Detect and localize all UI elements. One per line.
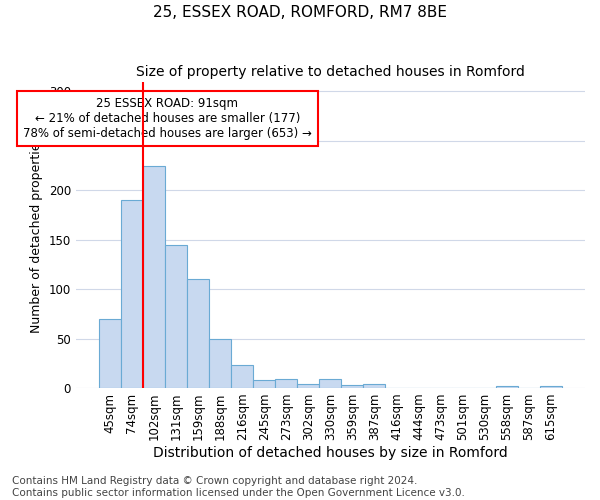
Bar — [187, 279, 209, 388]
Bar — [209, 338, 231, 388]
Bar — [121, 200, 143, 388]
Bar — [165, 244, 187, 388]
Text: 25, ESSEX ROAD, ROMFORD, RM7 8BE: 25, ESSEX ROAD, ROMFORD, RM7 8BE — [153, 5, 447, 20]
Text: Contains HM Land Registry data © Crown copyright and database right 2024.
Contai: Contains HM Land Registry data © Crown c… — [12, 476, 465, 498]
Bar — [253, 380, 275, 388]
Bar — [341, 385, 364, 388]
X-axis label: Distribution of detached houses by size in Romford: Distribution of detached houses by size … — [153, 446, 508, 460]
Bar — [540, 386, 562, 388]
Bar — [99, 319, 121, 388]
Bar — [275, 379, 297, 388]
Bar — [319, 379, 341, 388]
Text: 25 ESSEX ROAD: 91sqm
← 21% of detached houses are smaller (177)
78% of semi-deta: 25 ESSEX ROAD: 91sqm ← 21% of detached h… — [23, 97, 312, 140]
Bar — [297, 384, 319, 388]
Bar — [496, 386, 518, 388]
Bar — [143, 166, 165, 388]
Bar — [231, 365, 253, 388]
Y-axis label: Number of detached properties: Number of detached properties — [30, 136, 43, 334]
Title: Size of property relative to detached houses in Romford: Size of property relative to detached ho… — [136, 65, 525, 79]
Bar — [364, 384, 385, 388]
